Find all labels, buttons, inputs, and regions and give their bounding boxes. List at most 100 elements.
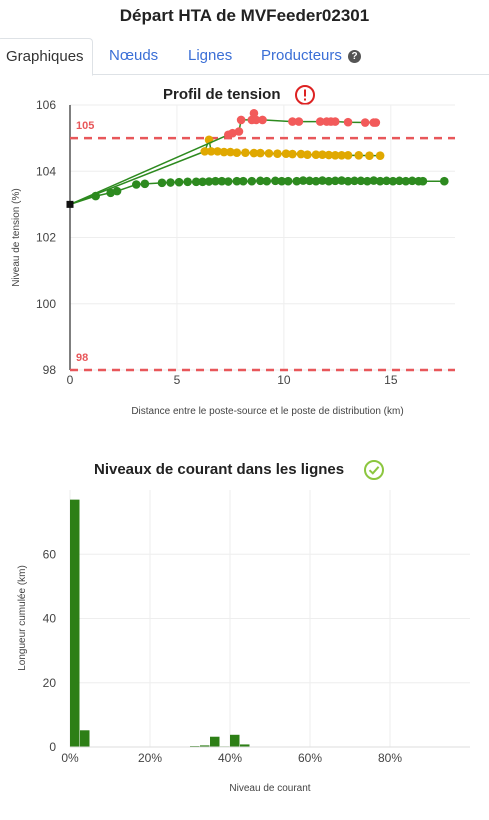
voltage-data-point [354, 151, 364, 160]
voltage-y-tick: 104 [36, 164, 56, 178]
voltage-data-point [375, 176, 385, 186]
voltage-data-point [213, 147, 222, 156]
voltage-data-point [303, 150, 312, 159]
voltage-data-point [140, 179, 150, 189]
voltage-data-point [343, 117, 353, 127]
tab-producteurs[interactable]: Producteurs ? [253, 38, 369, 75]
voltage-data-point [440, 176, 449, 186]
voltage-data-point [204, 177, 214, 186]
voltage-y-tick: 98 [43, 363, 57, 377]
voltage-data-point [226, 147, 235, 157]
voltage-data-point [369, 176, 379, 185]
current-histogram-bar [240, 744, 250, 747]
voltage-data-point [298, 176, 308, 185]
current-x-tick: 60% [298, 751, 322, 765]
voltage-data-point [112, 186, 122, 196]
page-title: Départ HTA de MVFeeder02301 [119, 6, 370, 25]
tab-lignes[interactable]: Lignes [188, 47, 233, 64]
voltage-data-point [337, 176, 346, 185]
voltage-limit-label: 105 [76, 120, 94, 132]
tab-noeuds[interactable]: Nœuds [109, 47, 159, 64]
voltage-data-point [198, 177, 207, 187]
voltage-data-point [330, 117, 340, 126]
voltage-data-point [219, 147, 229, 157]
voltage-data-point [273, 149, 282, 158]
voltage-data-point [356, 176, 366, 186]
voltage-data-point [234, 127, 244, 136]
voltage-data-point [251, 115, 261, 125]
voltage-data-point [382, 176, 391, 186]
voltage-data-point [330, 176, 340, 186]
current-y-tick: 0 [49, 740, 56, 754]
voltage-data-point [258, 115, 267, 125]
current-x-axis-label: Niveau de courant [229, 783, 310, 794]
tab-producteurs-label: Producteurs [261, 47, 342, 64]
tab-bar: Graphiques Nœuds Lignes Producteurs ? [0, 38, 489, 76]
current-histogram-bar [210, 736, 220, 747]
tab-graphiques[interactable]: Graphiques [0, 38, 93, 76]
voltage-data-point [315, 117, 325, 126]
voltage-data-point [311, 150, 321, 159]
voltage-data-point [401, 176, 411, 186]
current-histogram-bar [200, 745, 210, 747]
current-x-tick: 0% [61, 751, 79, 765]
voltage-data-point [183, 177, 192, 187]
current-x-tick: 20% [138, 751, 162, 765]
current-histogram-bar [80, 730, 90, 747]
voltage-x-tick: 0 [67, 373, 74, 387]
voltage-data-point [247, 176, 257, 186]
voltage-y-tick: 100 [36, 297, 56, 311]
voltage-data-point [249, 148, 259, 158]
voltage-data-point [238, 176, 248, 186]
voltage-data-point [277, 176, 287, 186]
voltage-data-point [232, 176, 242, 186]
voltage-data-point [324, 150, 334, 160]
voltage-data-point [157, 178, 167, 188]
voltage-data-point [256, 148, 265, 158]
voltage-x-tick: 15 [384, 373, 398, 387]
voltage-source-point [66, 200, 74, 208]
voltage-profile-chart: 0 5 10 15 98 100 102 104 106 105 98 Distance entre … [11, 98, 455, 417]
voltage-data-point [407, 176, 417, 186]
voltage-data-point [375, 151, 385, 160]
voltage-data-point [330, 151, 340, 160]
voltage-data-point [371, 118, 381, 127]
current-chart-title: Niveaux de courant dans les lignes [94, 461, 345, 478]
voltage-data-point [281, 149, 291, 158]
voltage-data-point [418, 176, 428, 186]
voltage-data-point [350, 176, 359, 186]
current-x-tick: 40% [218, 751, 242, 765]
voltage-data-point [318, 176, 327, 185]
voltage-data-point [132, 180, 141, 189]
voltage-data-point [264, 149, 274, 158]
current-y-tick: 20 [43, 676, 57, 690]
current-y-tick: 40 [43, 612, 57, 626]
voltage-data-point [363, 176, 372, 186]
voltage-x-tick: 5 [174, 373, 181, 387]
voltage-x-tick: 10 [277, 373, 291, 387]
voltage-limit-label: 98 [76, 352, 88, 364]
current-x-tick: 80% [378, 751, 402, 765]
voltage-data-point [360, 118, 370, 127]
voltage-data-point [395, 176, 404, 186]
voltage-data-point [191, 177, 201, 187]
voltage-data-point [206, 147, 216, 156]
voltage-data-point [249, 108, 259, 118]
voltage-data-point [343, 176, 353, 186]
help-icon[interactable]: ? [348, 50, 362, 63]
voltage-y-tick: 102 [36, 231, 56, 245]
voltage-data-point [294, 117, 304, 126]
voltage-x-axis-label: Distance entre le poste-source et le pos… [131, 406, 403, 417]
voltage-data-point [388, 176, 398, 186]
voltage-data-point [305, 176, 314, 186]
current-histogram-bar [230, 734, 240, 747]
voltage-data-point [324, 176, 334, 186]
voltage-data-point [211, 176, 220, 186]
voltage-data-point [283, 176, 293, 186]
voltage-data-point [217, 176, 227, 186]
voltage-data-point [318, 150, 327, 159]
voltage-data-point [166, 178, 175, 187]
voltage-data-point [337, 151, 346, 160]
voltage-data-point [241, 148, 250, 157]
